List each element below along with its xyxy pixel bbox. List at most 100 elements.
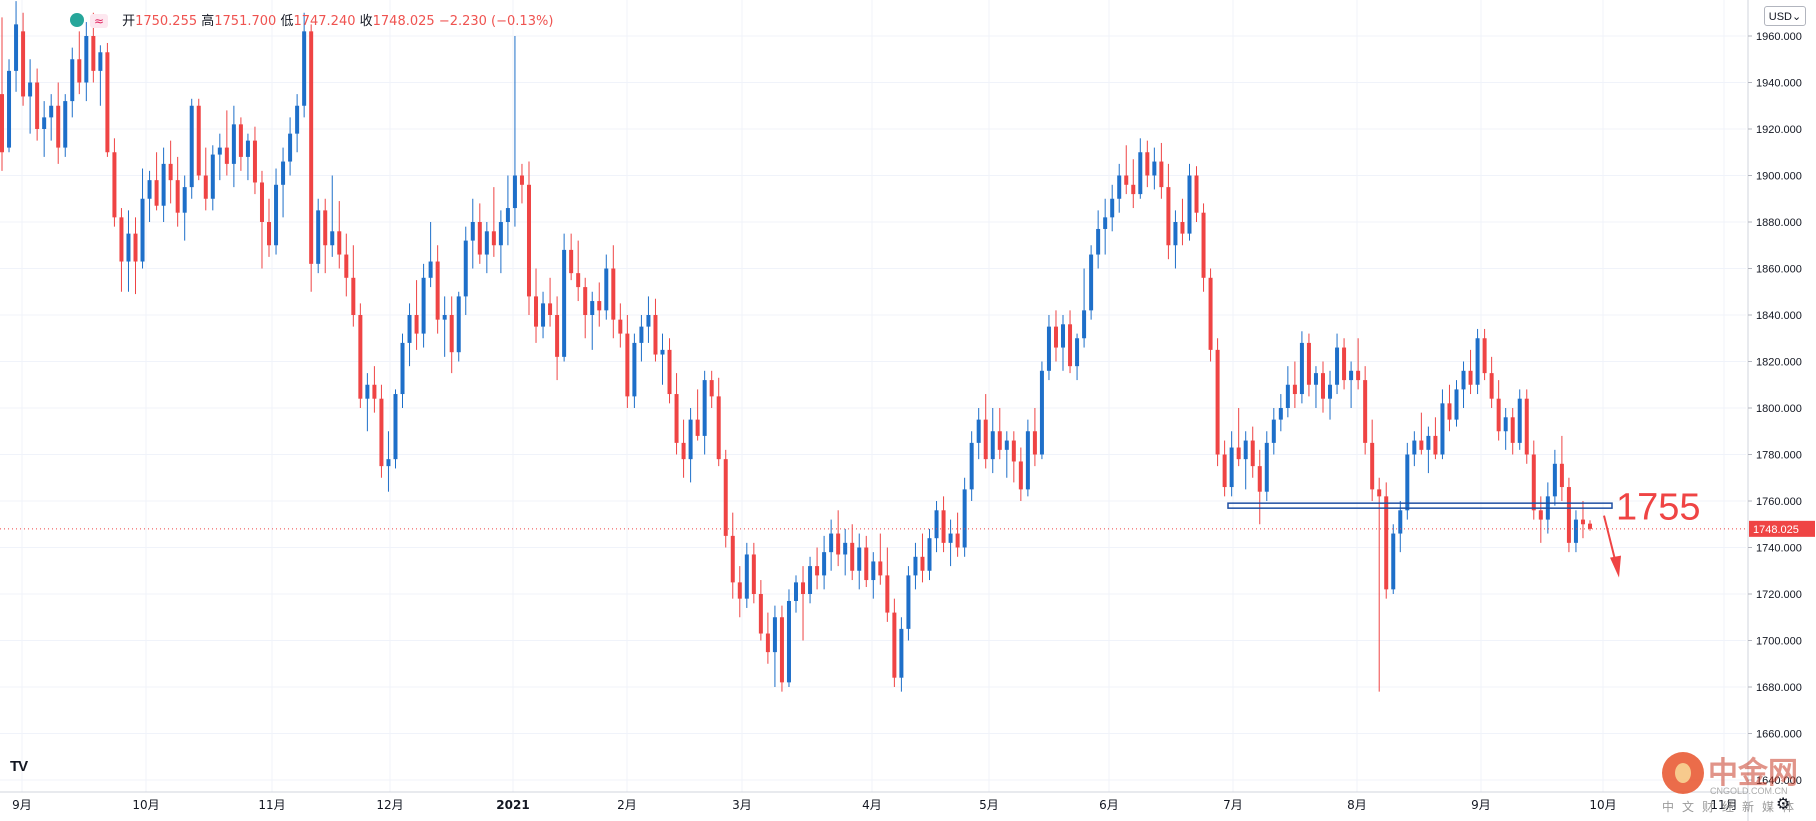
- candle-body: [1426, 435, 1431, 450]
- symbol-status-icon: [70, 13, 84, 27]
- candle: [330, 175, 335, 257]
- candle: [1124, 145, 1129, 195]
- candle-body: [1461, 370, 1466, 390]
- price-tick-label: 1740.000: [1756, 543, 1802, 555]
- candle-body: [562, 249, 567, 357]
- candle-body: [1046, 326, 1051, 371]
- candle-body: [920, 556, 925, 571]
- price-tick-label: 1760.000: [1756, 496, 1802, 508]
- candle: [344, 233, 349, 297]
- candle: [1573, 510, 1578, 553]
- candle-body: [1580, 519, 1585, 525]
- candle: [632, 333, 637, 408]
- candle: [639, 315, 644, 362]
- candle-body: [386, 459, 391, 467]
- candle-body: [56, 105, 61, 148]
- candle: [231, 105, 236, 188]
- candle-body: [1503, 417, 1508, 432]
- candle: [1580, 501, 1585, 539]
- down-arrow-shaft: [1603, 515, 1617, 564]
- candle-body: [196, 105, 201, 176]
- candle-body: [1363, 380, 1368, 443]
- candle-body: [1011, 440, 1016, 462]
- candle: [379, 384, 384, 478]
- candle: [695, 389, 700, 441]
- candle-body: [231, 124, 236, 164]
- price-axis[interactable]: 1640.000 1660.000 1680.000 1700.000 1720.000…: [1747, 0, 1802, 821]
- candle: [1264, 431, 1269, 501]
- candle: [1461, 361, 1466, 408]
- candle-body: [1398, 510, 1403, 534]
- candle: [245, 133, 250, 181]
- candle-body: [28, 82, 33, 97]
- candle-body: [133, 233, 138, 262]
- candle-body: [899, 628, 904, 678]
- candle-body: [604, 268, 609, 311]
- price-tick-label: 1800.000: [1756, 403, 1802, 415]
- candle-body: [639, 326, 644, 343]
- candle: [857, 533, 862, 590]
- candle: [224, 110, 229, 176]
- candle: [442, 296, 447, 357]
- candle-body: [1243, 440, 1248, 460]
- candle-body: [632, 342, 637, 397]
- candle: [1082, 268, 1087, 348]
- indicator-badge[interactable]: ≈: [90, 14, 109, 28]
- candle: [210, 145, 215, 211]
- price-tick-label: 1820.000: [1756, 357, 1802, 369]
- candle-body: [709, 380, 714, 397]
- currency-button[interactable]: USD⌄: [1764, 6, 1806, 26]
- candle: [274, 168, 279, 255]
- candle-body: [435, 261, 440, 320]
- candle-body: [1370, 442, 1375, 490]
- candle: [1152, 147, 1157, 190]
- candle-body: [274, 184, 279, 246]
- candle-body: [1489, 373, 1494, 399]
- candle-body: [119, 217, 124, 262]
- candle-body: [1096, 228, 1101, 255]
- candle-body: [0, 94, 4, 153]
- candle-body: [976, 419, 981, 443]
- candle: [1018, 447, 1023, 501]
- candle-body: [779, 617, 784, 683]
- candle: [744, 542, 749, 608]
- candle: [259, 170, 264, 269]
- price-tick-label: 1720.000: [1756, 589, 1802, 601]
- time-tick-label: 2月: [617, 798, 637, 812]
- candle: [899, 617, 904, 692]
- candle: [1454, 380, 1459, 427]
- candle: [681, 419, 686, 478]
- candle: [267, 198, 272, 257]
- candle: [758, 580, 763, 641]
- candle: [1046, 315, 1051, 381]
- candle: [168, 140, 173, 204]
- candle: [42, 101, 47, 157]
- candle: [365, 373, 370, 432]
- tradingview-logo[interactable]: TV: [10, 758, 28, 775]
- candle-body: [597, 301, 602, 311]
- candle-body: [316, 210, 321, 264]
- candle: [1566, 477, 1571, 553]
- time-axis[interactable]: 9月 10月 11月 12月 2021 2月 3月 4月 5月 6月 7月 8月 9月 10月 11月: [0, 791, 1748, 812]
- candle: [927, 528, 932, 581]
- candle: [667, 338, 672, 404]
- candle: [1278, 394, 1283, 432]
- candle: [302, 12, 307, 118]
- candle: [1292, 361, 1297, 408]
- candle-body: [892, 612, 897, 678]
- candle: [625, 315, 630, 408]
- candle: [1039, 361, 1044, 460]
- gear-icon[interactable]: ⚙: [1776, 794, 1791, 813]
- candle: [1166, 163, 1171, 260]
- candle: [1285, 366, 1290, 418]
- candle: [1229, 431, 1234, 497]
- candle: [948, 519, 953, 567]
- candle-body: [428, 261, 433, 278]
- candle: [751, 542, 756, 604]
- candle: [189, 98, 194, 199]
- candle-body: [224, 147, 229, 164]
- candle: [449, 296, 454, 374]
- candle-body: [1271, 419, 1276, 443]
- candle-body: [1117, 175, 1122, 199]
